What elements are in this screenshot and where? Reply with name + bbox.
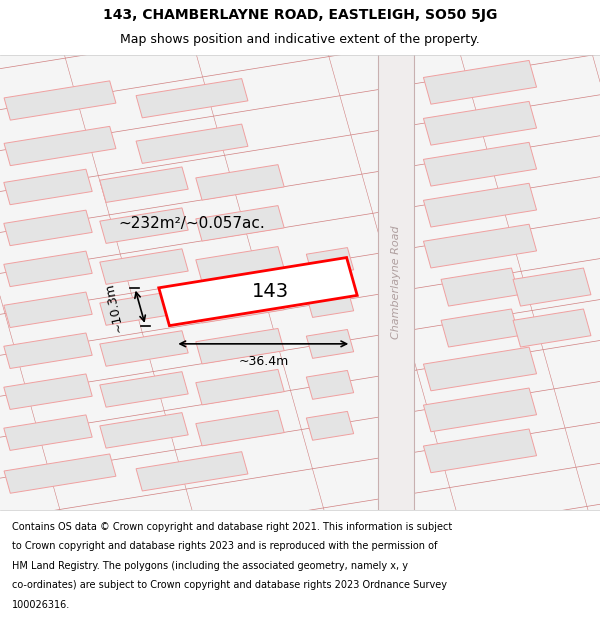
Polygon shape bbox=[307, 248, 353, 276]
Polygon shape bbox=[4, 454, 116, 493]
Text: 100026316.: 100026316. bbox=[12, 600, 70, 610]
Polygon shape bbox=[100, 208, 188, 243]
Polygon shape bbox=[307, 411, 353, 440]
Polygon shape bbox=[4, 81, 116, 120]
Polygon shape bbox=[4, 251, 92, 287]
Text: ~232m²/~0.057ac.: ~232m²/~0.057ac. bbox=[119, 216, 265, 231]
Text: HM Land Registry. The polygons (including the associated geometry, namely x, y: HM Land Registry. The polygons (includin… bbox=[12, 561, 408, 571]
Polygon shape bbox=[307, 371, 353, 399]
Polygon shape bbox=[307, 289, 353, 318]
Text: Contains OS data © Crown copyright and database right 2021. This information is : Contains OS data © Crown copyright and d… bbox=[12, 521, 452, 531]
Polygon shape bbox=[4, 415, 92, 451]
Polygon shape bbox=[159, 258, 357, 326]
Polygon shape bbox=[307, 329, 353, 358]
Polygon shape bbox=[424, 101, 536, 145]
Text: ~36.4m: ~36.4m bbox=[238, 355, 289, 368]
Text: to Crown copyright and database rights 2023 and is reproduced with the permissio: to Crown copyright and database rights 2… bbox=[12, 541, 437, 551]
Text: co-ordinates) are subject to Crown copyright and database rights 2023 Ordnance S: co-ordinates) are subject to Crown copyr… bbox=[12, 580, 447, 590]
Text: 143: 143 bbox=[251, 282, 289, 301]
Polygon shape bbox=[136, 124, 248, 163]
Polygon shape bbox=[100, 290, 188, 325]
Polygon shape bbox=[513, 309, 591, 347]
Polygon shape bbox=[196, 411, 284, 446]
Text: Chamberlayne Road: Chamberlayne Road bbox=[391, 226, 401, 339]
Polygon shape bbox=[424, 183, 536, 227]
Polygon shape bbox=[196, 329, 284, 364]
Polygon shape bbox=[424, 388, 536, 432]
Polygon shape bbox=[4, 333, 92, 369]
Text: Map shows position and indicative extent of the property.: Map shows position and indicative extent… bbox=[120, 33, 480, 46]
Polygon shape bbox=[424, 224, 536, 268]
Polygon shape bbox=[196, 206, 284, 241]
Polygon shape bbox=[424, 61, 536, 104]
Polygon shape bbox=[424, 347, 536, 391]
Polygon shape bbox=[4, 374, 92, 409]
Polygon shape bbox=[4, 169, 92, 205]
Polygon shape bbox=[100, 331, 188, 366]
Polygon shape bbox=[424, 429, 536, 472]
Polygon shape bbox=[196, 288, 284, 323]
Polygon shape bbox=[100, 249, 188, 284]
Polygon shape bbox=[441, 268, 519, 306]
Polygon shape bbox=[100, 167, 188, 202]
Text: 143, CHAMBERLAYNE ROAD, EASTLEIGH, SO50 5JG: 143, CHAMBERLAYNE ROAD, EASTLEIGH, SO50 … bbox=[103, 8, 497, 22]
Polygon shape bbox=[136, 452, 248, 491]
Polygon shape bbox=[513, 268, 591, 306]
Polygon shape bbox=[4, 210, 92, 246]
Polygon shape bbox=[424, 142, 536, 186]
Polygon shape bbox=[196, 369, 284, 405]
Polygon shape bbox=[196, 164, 284, 200]
Polygon shape bbox=[378, 55, 414, 510]
Text: ~10.3m: ~10.3m bbox=[102, 281, 125, 332]
Polygon shape bbox=[196, 246, 284, 282]
Polygon shape bbox=[4, 292, 92, 328]
Polygon shape bbox=[441, 309, 519, 347]
Polygon shape bbox=[4, 126, 116, 166]
Polygon shape bbox=[100, 412, 188, 448]
Polygon shape bbox=[136, 79, 248, 118]
Polygon shape bbox=[100, 372, 188, 407]
